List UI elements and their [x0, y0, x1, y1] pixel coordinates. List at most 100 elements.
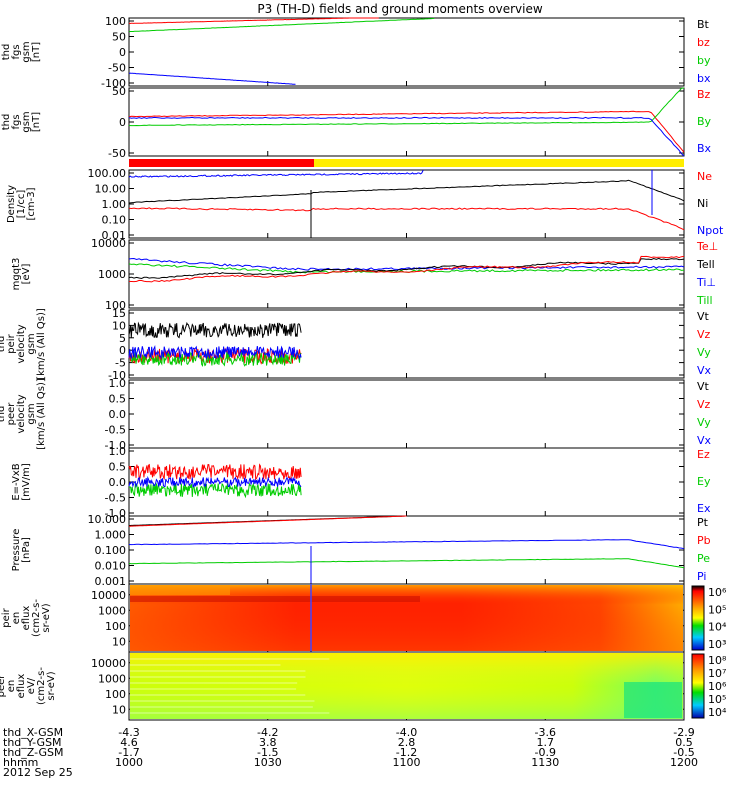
- ytick-label: 100: [105, 688, 126, 701]
- ion-band: [130, 596, 420, 602]
- footer-value: -1.7: [118, 746, 139, 759]
- series-Pe: [128, 558, 685, 569]
- series-bx: [128, 72, 296, 85]
- colorbar: [691, 585, 705, 651]
- panel-frame: [128, 87, 685, 157]
- series-Te-perp: [128, 255, 685, 283]
- electron-band: [130, 688, 297, 690]
- ytick-label: 0.0: [109, 476, 127, 489]
- series-Ey: [128, 482, 302, 499]
- ylabel-line: [cm-3]: [26, 187, 37, 220]
- ylabel-line: (cm2-s-: [36, 667, 47, 705]
- ylabel-line: (cm2-s-: [31, 599, 42, 637]
- legend-entry: By: [697, 115, 712, 128]
- footer-value: -4.2: [257, 726, 278, 739]
- colorbar-label: 10⁷: [708, 667, 726, 680]
- legend-entry: Till: [696, 294, 713, 307]
- series-Bz: [128, 110, 685, 153]
- ytick-label: 10.000: [88, 513, 127, 526]
- ylabel-line: gsm: [26, 333, 37, 354]
- ylabel-line: mgqt3: [11, 258, 22, 291]
- ytick-label: 0.01: [102, 229, 127, 242]
- legend-entry: Te⊥: [696, 240, 718, 253]
- ytick-label: 1000: [98, 672, 126, 685]
- ylabel-line: velocity: [16, 394, 27, 433]
- ytick-label: 50: [112, 85, 126, 98]
- ytick-label: 0: [119, 46, 126, 59]
- electron-band: [130, 700, 315, 702]
- ytick-label: 0.010: [95, 560, 127, 573]
- colorbar-label: 10⁵: [708, 603, 726, 616]
- ytick-label: 100: [105, 15, 126, 28]
- footer-row-label: thd_Y-GSM: [3, 736, 62, 749]
- electron-band: [130, 682, 298, 684]
- ylabel-line: en: [6, 680, 17, 693]
- legend-entry: Tell: [696, 258, 715, 271]
- series-Pi: [128, 539, 685, 550]
- ytick-label: -1.0: [105, 507, 126, 520]
- series-Tell: [128, 257, 685, 280]
- ylabel-line: velocity: [16, 324, 27, 363]
- ylabel-line: [mV/m]: [21, 463, 32, 501]
- electron-low-region: [624, 682, 682, 718]
- ylabel-line: thd: [0, 336, 7, 353]
- legend-entry: Ez: [697, 448, 710, 461]
- ylabel-group: thd peir velocity gsm [km/s (All Qs)]: [0, 308, 47, 380]
- ytick-label: 10: [112, 635, 126, 648]
- ylabel-line: [nT]: [31, 42, 42, 62]
- ytick-label: 10000: [91, 589, 126, 602]
- ytick-label: -5: [115, 357, 126, 370]
- panel-frame: [128, 379, 685, 449]
- status-bar-red: [129, 159, 314, 167]
- ylabel-group: thdpeerenefluxeV/(cm2-s-sr-eV): [0, 667, 57, 705]
- legend-entry: Ey: [697, 475, 711, 488]
- ylabel-line: peer: [0, 674, 7, 698]
- colorbar-label: 10⁴: [708, 706, 727, 719]
- legend-entry: Bt: [697, 18, 710, 31]
- footer-row-label: thd_Z-GSM: [3, 746, 63, 759]
- legend-entry: Pb: [697, 534, 711, 547]
- ylabel-group: thd fgs gsm [nT]: [1, 41, 42, 62]
- ylabel-line: peer: [6, 402, 17, 426]
- ylabel-line: Density: [6, 185, 17, 223]
- panel-10: 10000 1000 100 10 thdpeerenefluxeV/(cm2-s-sr…: [0, 651, 727, 721]
- ion-upper-band: [130, 585, 230, 595]
- electron-band: [130, 694, 306, 696]
- footer-value: -3.6: [535, 726, 556, 739]
- series-By: [128, 87, 685, 127]
- footer-value: 1200: [670, 756, 698, 769]
- panel-3: 100.00 10.00 1.00 0.10 0.01 Density [1/cc] [cm-…: [6, 167, 724, 242]
- ylabel-line: thd: [1, 114, 12, 131]
- footer-value: 2.8: [398, 736, 416, 749]
- ytick-label: 0: [119, 116, 126, 129]
- colorbar-label: 10⁵: [708, 693, 726, 706]
- ytick-label: 1000: [98, 604, 126, 617]
- ylabel-group: thd fgs gsm [nT]: [1, 111, 42, 132]
- footer-row-label: hhmm: [3, 756, 38, 769]
- series-Vy: [128, 351, 302, 367]
- footer-value: -4.3: [118, 726, 139, 739]
- colorbar-label: 10⁶: [708, 680, 727, 693]
- series-Bx: [128, 116, 685, 157]
- legend-entry: Ti⊥: [696, 276, 716, 289]
- ylabel-line: gsm: [21, 41, 32, 62]
- series-Pb: [129, 515, 407, 527]
- footer-row-label: 2012 Sep 25: [3, 766, 73, 779]
- ylabel-line: thd: [1, 44, 12, 61]
- ylabel-line: [eV]: [21, 264, 32, 285]
- series-Npot: [128, 169, 424, 178]
- ylabel-group: E=-VxB [mV/m]: [11, 463, 32, 501]
- footer-value: 3.8: [259, 736, 277, 749]
- ylabel-line: thd: [0, 406, 7, 423]
- legend-entry: Pe: [697, 552, 710, 565]
- series-bz: [128, 17, 379, 25]
- ytick-label: 50: [112, 31, 126, 44]
- electron-band: [130, 664, 281, 666]
- footer-value: 0.5: [675, 736, 693, 749]
- panel-frame: [128, 169, 685, 239]
- electron-band: [130, 706, 313, 708]
- legend-entry: Vy: [697, 346, 711, 359]
- ytick-label: 0.100: [95, 544, 127, 557]
